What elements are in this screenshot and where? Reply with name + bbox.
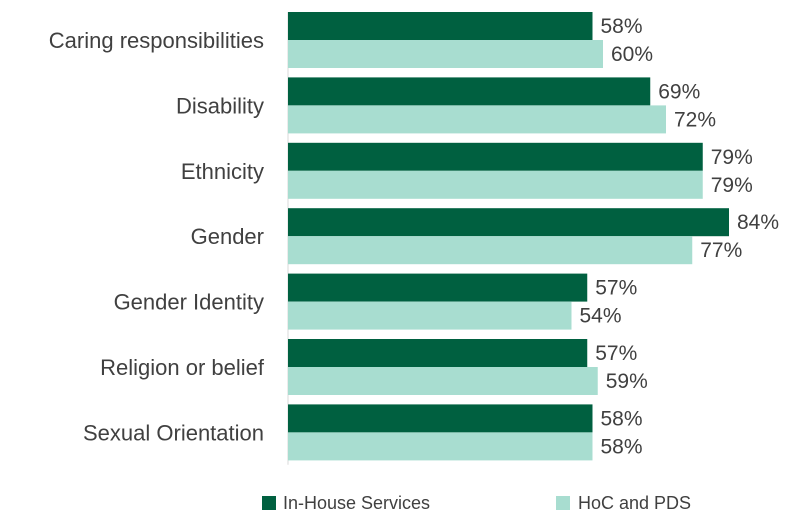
category-label: Sexual Orientation: [83, 420, 264, 445]
category-label: Gender: [191, 224, 264, 249]
data-label: 84%: [737, 211, 779, 234]
bar-hoc-and-pds: [288, 301, 572, 330]
data-label: 69%: [658, 80, 700, 103]
data-label: 79%: [711, 174, 753, 197]
legend-label: HoC and PDS: [578, 493, 691, 513]
category-label: Disability: [176, 93, 264, 118]
bar-hoc-and-pds: [288, 432, 593, 461]
bar-in-house-services: [288, 77, 651, 106]
bars-group: [288, 12, 729, 461]
data-label: 77%: [700, 239, 742, 262]
bar-hoc-and-pds: [288, 367, 598, 395]
data-label: 60%: [611, 43, 653, 66]
bar-in-house-services: [288, 142, 703, 171]
data-label: 54%: [580, 305, 622, 328]
bar-hoc-and-pds: [288, 170, 703, 199]
bar-in-house-services: [288, 273, 588, 302]
bar-hoc-and-pds: [288, 40, 603, 68]
bar-hoc-and-pds: [288, 105, 666, 134]
bar-in-house-services: [288, 208, 729, 237]
data-label: 58%: [601, 407, 643, 430]
category-label: Ethnicity: [181, 159, 264, 184]
legend: In-House Services HoC and PDS: [262, 493, 691, 513]
legend-label: In-House Services: [283, 493, 430, 513]
legend-swatch: [556, 496, 570, 510]
data-label: 79%: [711, 146, 753, 169]
bar-in-house-services: [288, 12, 593, 40]
data-label: 57%: [595, 342, 637, 365]
bar-hoc-and-pds: [288, 236, 693, 265]
category-label: Caring responsibilities: [49, 28, 264, 53]
value-labels-group: 58% 60%69% 72% 79% 79% 84% 77% 57% 54% 57% 59% 58% 5…: [580, 15, 780, 458]
data-label: 57%: [595, 277, 637, 300]
legend-swatch: [262, 496, 276, 510]
data-label: 58%: [601, 15, 643, 38]
category-labels-group: Caring responsibilities Disability Ethnici…: [49, 28, 265, 445]
data-label: 58%: [601, 435, 643, 458]
category-label: Religion or belief: [100, 355, 265, 380]
bar-in-house-services: [288, 339, 588, 367]
data-label: 72%: [674, 108, 716, 131]
category-label: Gender Identity: [114, 290, 264, 315]
bar-in-house-services: [288, 404, 593, 433]
data-label: 59%: [606, 370, 648, 393]
